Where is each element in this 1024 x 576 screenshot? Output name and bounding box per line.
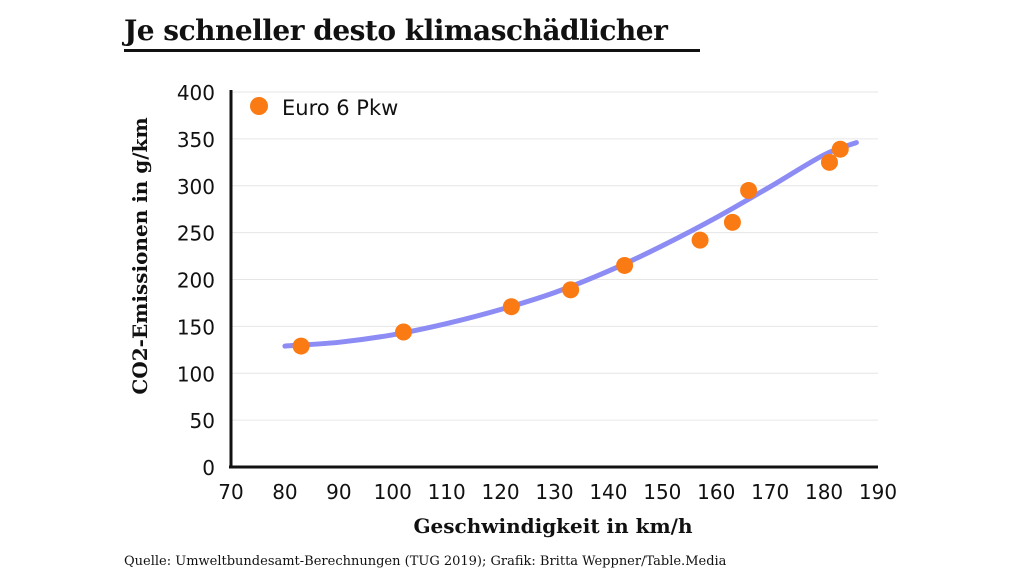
data-point xyxy=(395,323,413,341)
x-tick-label: 150 xyxy=(643,480,681,504)
y-tick-label: 150 xyxy=(177,315,215,339)
x-tick-label: 160 xyxy=(697,480,735,504)
y-tick-labels: 0 50 100 150 200 250 300 350 400 xyxy=(177,81,215,480)
x-tick-label: 170 xyxy=(751,480,789,504)
y-tick-label: 0 xyxy=(202,456,215,480)
x-tick-label: 180 xyxy=(805,480,843,504)
legend: Euro 6 Pkw xyxy=(250,96,398,120)
x-tick-label: 130 xyxy=(535,480,573,504)
y-tick-label: 300 xyxy=(177,175,215,199)
data-point xyxy=(502,298,520,316)
x-tick-label: 70 xyxy=(218,480,243,504)
x-tick-label: 190 xyxy=(859,480,897,504)
y-axis-label: CO2-Emissionen in g/km xyxy=(128,117,152,394)
data-points xyxy=(292,140,849,355)
x-tick-label: 110 xyxy=(428,480,466,504)
y-tick-label: 100 xyxy=(177,362,215,386)
trend-line xyxy=(282,140,859,349)
legend-marker xyxy=(250,97,268,115)
data-point xyxy=(562,281,580,299)
source-note: Quelle: Umweltbundesamt-Berechnungen (TU… xyxy=(124,554,727,569)
y-tick-label: 50 xyxy=(190,409,215,433)
x-tick-labels: 70 80 90 100 110 120 130 140 150 160 170 180 190 xyxy=(218,480,897,504)
x-tick-label: 100 xyxy=(374,480,412,504)
chart-title: Je schneller desto klimaschädlicher xyxy=(124,14,668,47)
x-tick-label: 80 xyxy=(272,480,297,504)
y-tick-label: 350 xyxy=(177,128,215,152)
legend-label: Euro 6 Pkw xyxy=(282,96,398,120)
y-tick-label: 200 xyxy=(177,269,215,293)
data-point xyxy=(740,181,758,199)
data-point xyxy=(723,213,741,231)
x-tick-label: 140 xyxy=(589,480,627,504)
data-point xyxy=(292,337,310,355)
data-point xyxy=(691,231,709,249)
data-point xyxy=(820,153,838,171)
y-tick-label: 250 xyxy=(177,222,215,246)
y-tick-label: 400 xyxy=(177,81,215,105)
grid-lines xyxy=(231,91,878,421)
x-axis-label: Geschwindigkeit in km/h xyxy=(413,514,693,538)
data-point xyxy=(616,256,634,274)
x-tick-label: 120 xyxy=(481,480,519,504)
data-point xyxy=(831,140,849,158)
title-underline xyxy=(124,49,700,52)
x-tick-label: 90 xyxy=(326,480,351,504)
